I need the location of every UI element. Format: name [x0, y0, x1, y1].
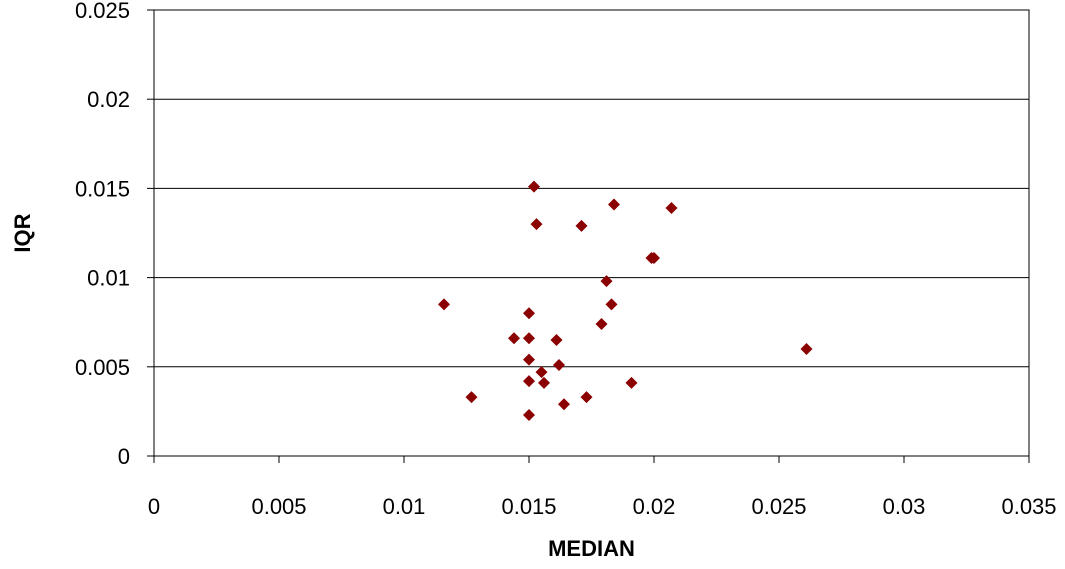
data-point	[523, 307, 535, 320]
plot-area	[153, 9, 1030, 457]
y-tick-label: 0.005	[75, 355, 130, 380]
y-tick-label: 0.01	[87, 266, 130, 291]
data-point	[558, 398, 570, 411]
data-point	[575, 219, 588, 232]
x-tick-label: 0.02	[633, 494, 676, 519]
x-tick-label: 0.005	[251, 494, 306, 519]
data-point	[665, 202, 678, 215]
data-point	[553, 359, 565, 372]
x-tick-label: 0.035	[1001, 494, 1056, 519]
data-point	[538, 376, 550, 389]
data-point	[535, 366, 548, 379]
data-point	[605, 298, 618, 311]
x-tick-label: 0.03	[883, 494, 926, 519]
data-point	[523, 353, 535, 366]
data-point	[438, 298, 450, 311]
data-point	[508, 332, 520, 345]
data-point	[528, 180, 540, 193]
data-point	[625, 376, 638, 389]
data-point	[550, 334, 563, 347]
y-axis-title: IQR	[10, 213, 35, 252]
x-axis: 0 0.005 0.01 0.015 0.02 0.025 0.03 0.035	[148, 456, 1057, 519]
gridlines	[154, 9, 1029, 368]
x-tick-label: 0.01	[383, 494, 426, 519]
data-point	[530, 218, 543, 231]
data-point	[800, 342, 813, 355]
data-points	[438, 180, 813, 421]
data-point	[608, 198, 620, 211]
data-point	[465, 391, 478, 404]
y-tick-label: 0.015	[75, 176, 130, 201]
x-tick-label: 0	[148, 494, 160, 519]
data-point	[580, 391, 593, 404]
data-point	[523, 408, 535, 421]
data-point	[600, 275, 613, 288]
data-point	[523, 375, 535, 388]
y-axis: 0 0.005 0.01 0.015 0.02 0.025	[75, 0, 154, 469]
y-tick-label: 0	[118, 444, 130, 469]
y-tick-label: 0.02	[87, 87, 130, 112]
data-point	[648, 251, 660, 264]
x-tick-label: 0.015	[501, 494, 556, 519]
data-point	[595, 317, 608, 330]
data-point	[523, 332, 535, 345]
y-tick-label: 0.025	[75, 0, 130, 23]
x-axis-title: MEDIAN	[548, 536, 635, 561]
x-tick-label: 0.025	[751, 494, 806, 519]
